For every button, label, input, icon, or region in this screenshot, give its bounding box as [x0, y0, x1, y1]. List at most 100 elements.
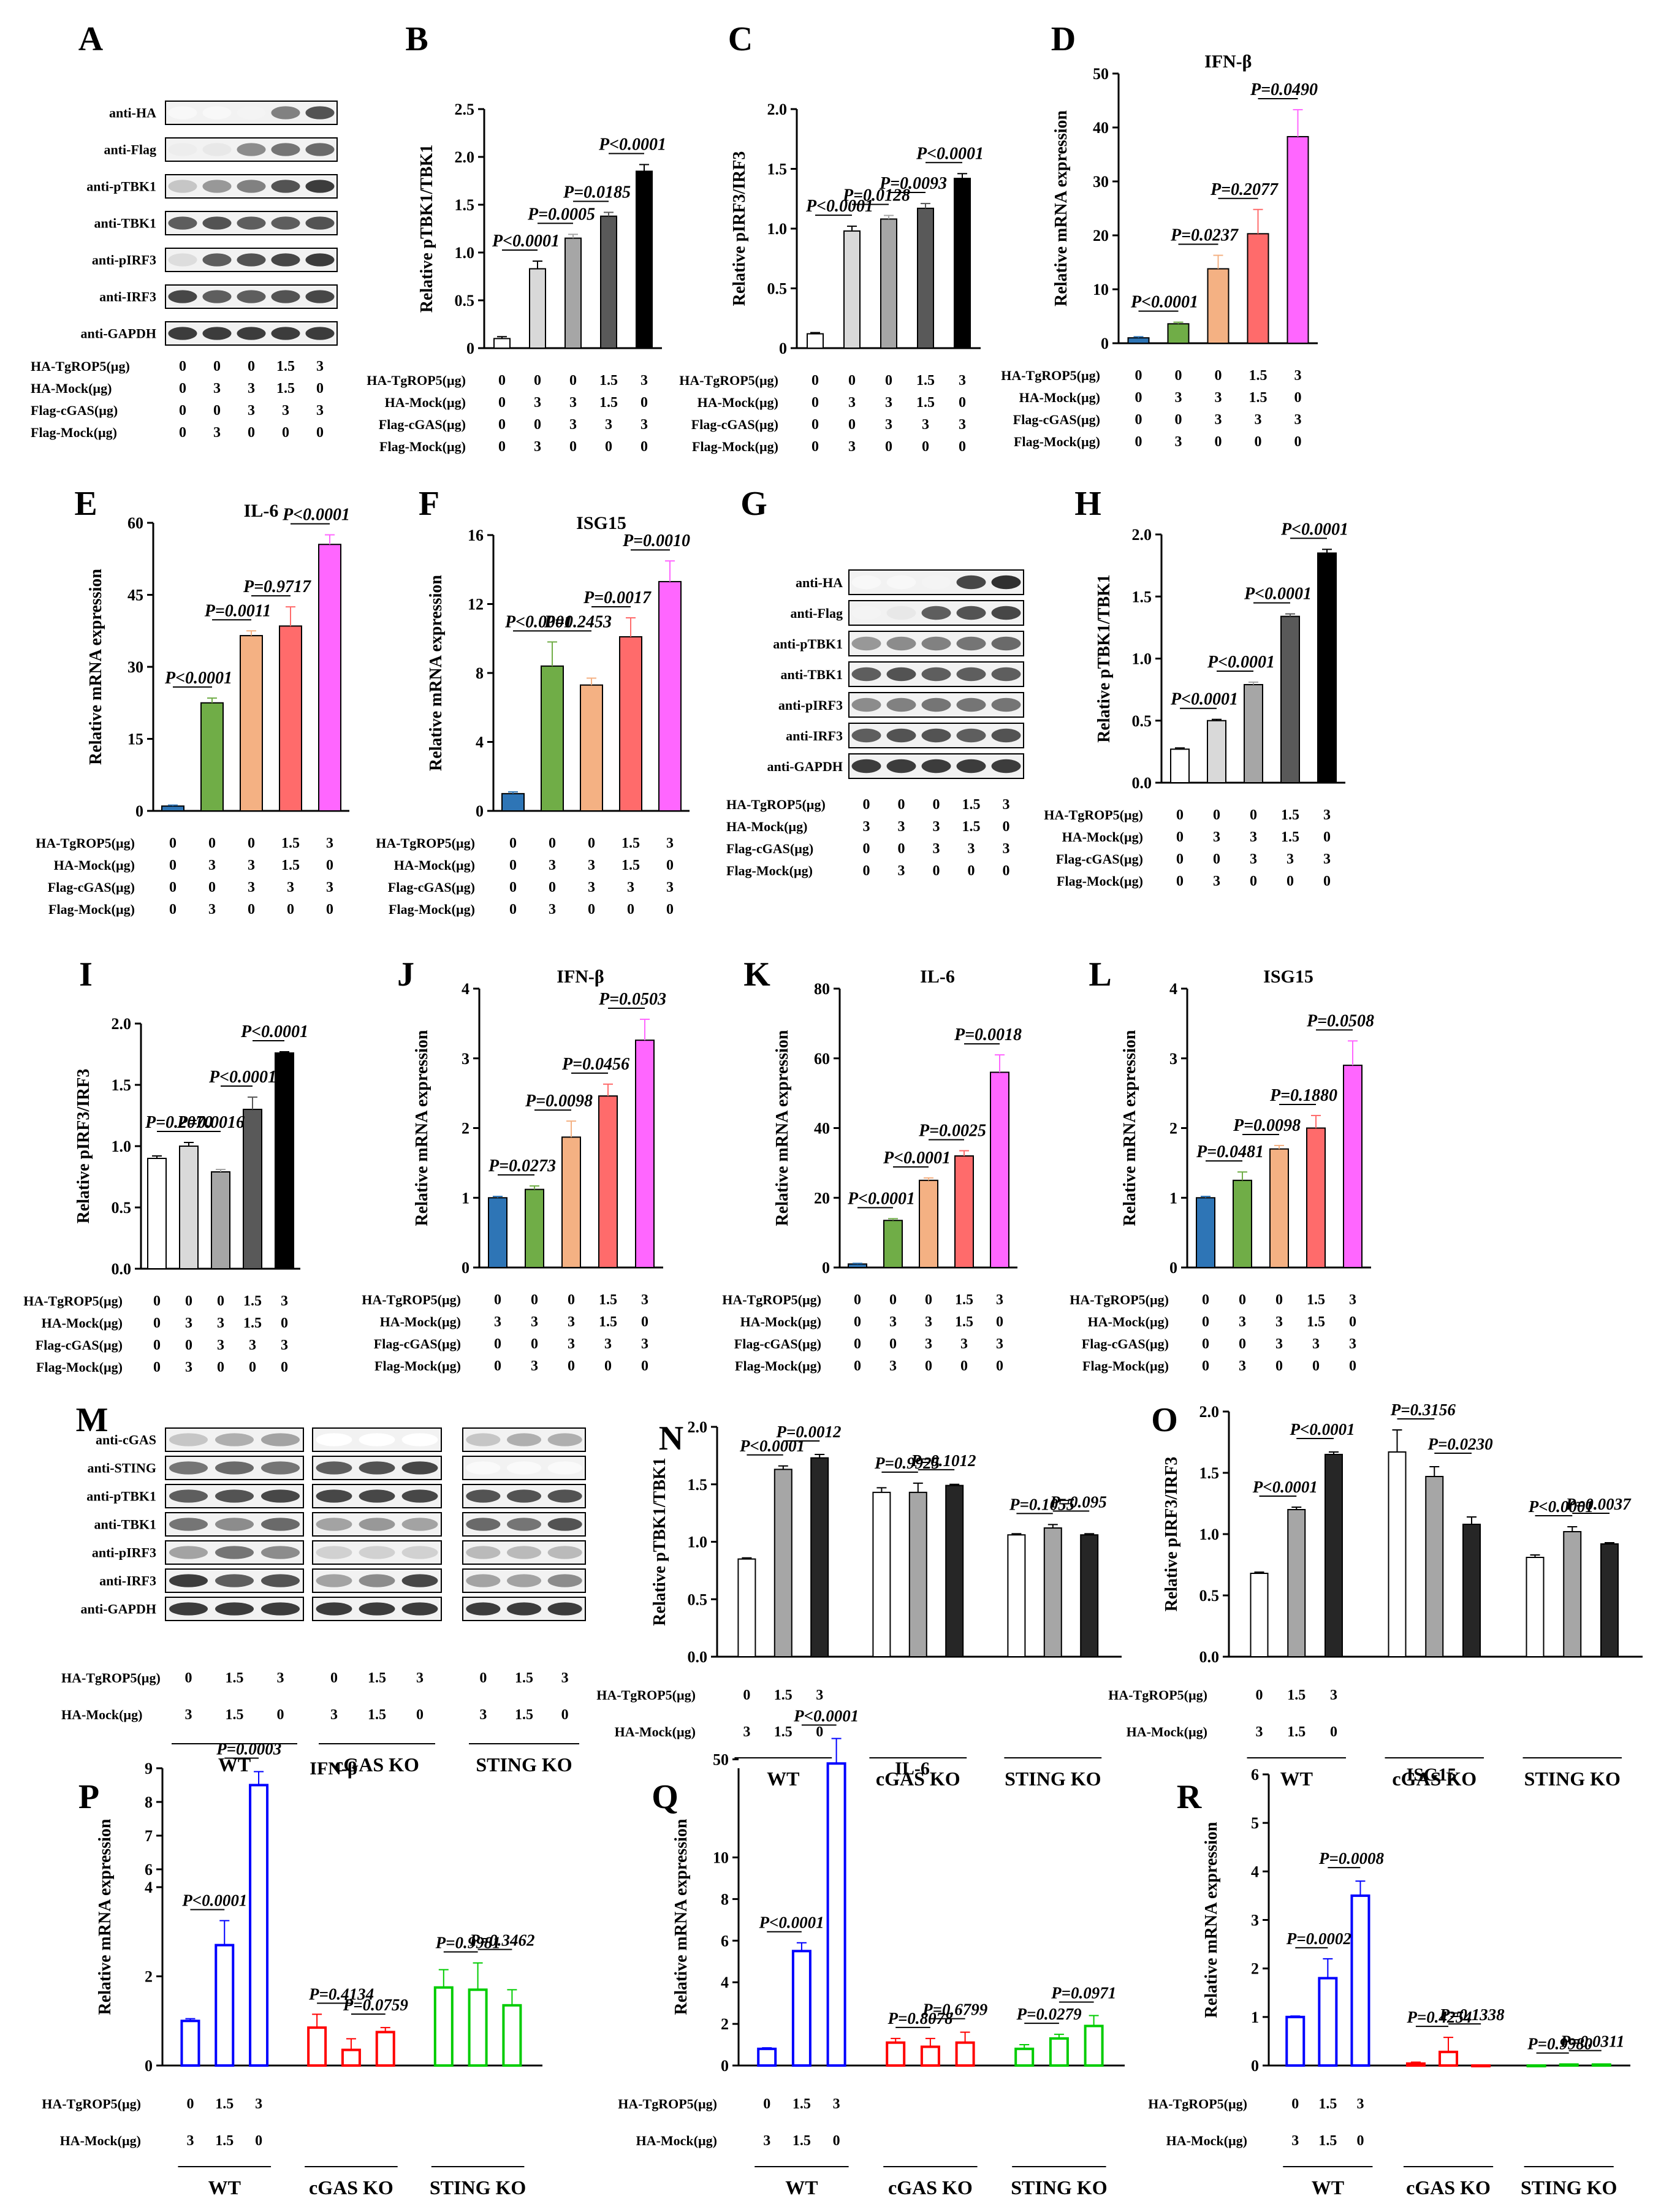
y-tick-label: 1.0 — [688, 1534, 708, 1551]
row-value: 3 — [287, 880, 294, 895]
bar — [161, 805, 184, 811]
row-value: 3 — [1255, 412, 1262, 428]
row-value: 0 — [1291, 2096, 1299, 2112]
blot-band — [202, 290, 232, 303]
row-value: 0 — [494, 1292, 501, 1308]
row-value: 3 — [185, 1315, 192, 1331]
p-value: P<0.0001 — [598, 135, 666, 154]
row-value: 0 — [498, 373, 506, 389]
row-value: 3 — [1275, 1314, 1283, 1330]
blot-band — [215, 1602, 254, 1616]
blot-band — [851, 728, 881, 743]
row-value: 0 — [1275, 1292, 1283, 1308]
blot-band — [547, 1433, 582, 1446]
blot-band — [316, 1602, 352, 1616]
y-tick-label: 0 — [1251, 2057, 1259, 2075]
bar — [180, 2020, 200, 2067]
blot-band — [237, 327, 266, 340]
row-value: 0 — [531, 1292, 538, 1308]
row-value: 0 — [153, 1337, 161, 1353]
blot-band — [305, 106, 335, 120]
row-value: 3 — [996, 1292, 1003, 1308]
y-tick-label: 9 — [145, 1760, 153, 1777]
p-value: P=0.0017 — [583, 588, 652, 607]
p-value: P<0.0001 — [1170, 690, 1238, 709]
p-value: P=0.3156 — [1390, 1401, 1456, 1419]
row-label: Flag-Mock(µg) — [389, 902, 475, 917]
row-value: 3 — [531, 1314, 538, 1330]
row-value: 3 — [1323, 851, 1331, 867]
blot-band — [547, 1489, 582, 1503]
row-value: 3 — [1239, 1314, 1246, 1330]
p-value: P=0.0508 — [1306, 1011, 1374, 1030]
bar — [1306, 1127, 1326, 1268]
y-tick-label: 50 — [1093, 65, 1109, 83]
p-value: P=0.0273 — [488, 1157, 556, 1176]
row-value: 0 — [885, 373, 892, 389]
row-value: 3 — [1213, 873, 1220, 889]
band-label: anti-HA — [109, 105, 156, 121]
p-value: P<0.0001 — [883, 1149, 951, 1168]
row-value: 3 — [743, 1724, 750, 1740]
bar — [810, 1457, 829, 1657]
row-value: 3 — [863, 819, 870, 835]
bar — [564, 237, 582, 349]
row-value: 0 — [1356, 2133, 1364, 2149]
bar — [488, 1197, 507, 1268]
bar — [1080, 1534, 1099, 1657]
blot-band — [169, 1461, 208, 1475]
row-label: HA-Mock(µg) — [740, 1314, 821, 1329]
row-value: 3 — [568, 1314, 575, 1330]
row-value: 3 — [185, 1359, 192, 1375]
row-value: 0 — [605, 439, 612, 455]
chart-title: ISG15 — [576, 513, 626, 533]
bar — [1559, 2063, 1579, 2067]
row-value: 0 — [641, 1358, 648, 1374]
blot-band — [507, 1461, 541, 1475]
band-label: anti-pTBK1 — [86, 179, 156, 194]
row-value: 0 — [255, 2133, 262, 2149]
row-value: 3 — [922, 417, 929, 433]
bar — [200, 702, 224, 811]
y-axis-label: Relative mRNA expression — [86, 569, 105, 765]
group-label: cGAS KO — [1406, 2176, 1491, 2199]
band-label: anti-GAPDH — [767, 759, 843, 774]
blot-band — [886, 697, 916, 712]
blot-band — [921, 575, 951, 590]
bar — [275, 1052, 294, 1269]
panel-letter-j: J — [397, 956, 414, 994]
blot-band — [271, 180, 300, 193]
bar — [318, 544, 341, 811]
row-value: 3 — [1003, 797, 1010, 813]
p-value: P=0.0971 — [1051, 1984, 1116, 2002]
row-value: 0 — [1202, 1336, 1209, 1352]
row-value: 1.5 — [955, 1314, 973, 1330]
band-label: anti-GAPDH — [81, 1602, 156, 1617]
chart-title: IL-6 — [244, 501, 279, 521]
y-tick-label: 0 — [1169, 1259, 1177, 1277]
bar — [1269, 1148, 1289, 1268]
blot-band — [261, 1433, 300, 1446]
row-label: HA-Mock(µg) — [394, 857, 475, 873]
row-value: 3 — [494, 1314, 501, 1330]
y-tick-label: 1.5 — [112, 1076, 132, 1094]
bar — [249, 1784, 269, 2067]
bar — [1167, 323, 1190, 344]
blot-band — [316, 1546, 352, 1559]
blot-band — [921, 697, 951, 712]
row-value: 0 — [1135, 368, 1142, 384]
blot-band — [507, 1546, 541, 1559]
y-tick-label: 10 — [1093, 281, 1109, 298]
row-value: 0 — [863, 797, 870, 813]
row-value: 3 — [316, 359, 324, 374]
p-value: P=0.0098 — [525, 1092, 593, 1111]
y-tick-label: 3 — [1251, 1912, 1259, 1929]
blot-band — [466, 1518, 501, 1531]
row-value: 0 — [1003, 863, 1010, 879]
row-label: Flag-Mock(µg) — [36, 1359, 123, 1375]
panel-p: P 0 2 46 7 8 9 Relative mRNA expression IFN-β P<0… — [42, 1739, 542, 2199]
y-tick-label: 1.5 — [767, 161, 788, 178]
row-value: 0 — [1250, 873, 1257, 889]
row-value: 0 — [316, 425, 324, 441]
